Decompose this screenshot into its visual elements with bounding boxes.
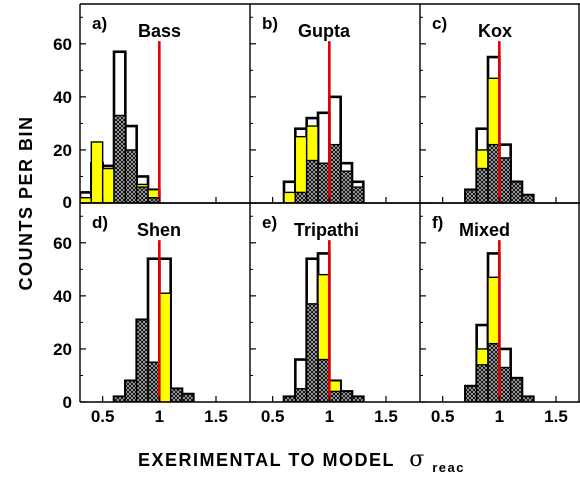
x-tick-label: 0.5 [261,407,285,426]
histogram-bar [158,292,172,402]
panel-model-name: Kox [478,21,512,41]
panel-plot-area [464,240,535,402]
y-tick-label: 0 [63,393,72,412]
panel-letter: d) [92,213,108,232]
y-tick-label: 60 [53,35,72,54]
x-axis-title: EXERIMENTAL TO MODEL σ reac [138,447,465,475]
histogram-bar [328,390,342,402]
histogram-bar [283,191,297,203]
x-tick-label: 1.5 [544,407,568,426]
histogram-bar [339,170,353,203]
histogram-bar [113,395,127,402]
panel-letter: c) [432,14,447,33]
panel-model-name: Gupta [298,21,351,41]
histogram-bar [147,196,161,203]
histogram-bar [317,358,331,402]
histogram-bar [521,194,535,203]
histogram-bar [169,388,183,402]
x-axis-title-subscript: reac [432,460,465,475]
panel-model-name: Bass [138,21,181,41]
histogram-bar [135,186,149,203]
panel-model-name: Mixed [459,220,510,240]
histogram-panel-3: 0 20 40 60 0.5 1 1.5 d) Shen [53,202,250,426]
panel-letter: a) [92,14,107,33]
histogram-bar [339,390,353,402]
histogram-panel-5: 0.5 1 1.5 f) Mixed [419,202,580,426]
panel-letter: e) [262,213,277,232]
histogram-bar [113,114,127,203]
histogram-bar [464,189,478,203]
histogram-panel-1: b) Gupta [249,3,420,204]
panel-letter: f) [432,213,443,232]
x-axis-title-text: EXERIMENTAL TO MODEL [138,450,395,470]
y-tick-label: 60 [53,234,72,253]
y-tick-label: 0 [63,193,72,212]
histogram-bar [101,167,115,203]
histogram-bar [487,342,501,402]
panel-plot-area [464,41,535,203]
histogram-bar [498,366,512,402]
x-tick-label: 1.5 [374,407,398,426]
x-tick-label: 1.5 [204,407,228,426]
x-tick-label: 0.5 [91,407,115,426]
histogram-bar [351,186,365,203]
histogram-bar [135,319,149,402]
y-axis-title: COUNTS PER BIN [16,115,36,290]
histogram-bar [328,143,342,203]
x-axis-title-symbol: σ [409,447,426,472]
y-tick-label: 20 [53,141,72,160]
y-tick-label: 20 [53,340,72,359]
histogram-panel-2: c) Kox [419,3,580,204]
histogram-bar [294,191,308,203]
x-tick-label: 1 [495,407,504,426]
histogram-bar [283,395,297,402]
histogram-bar [509,377,523,402]
histogram-bar [464,385,478,402]
panel-model-name: Tripathi [294,220,359,240]
histogram-bar [181,393,195,402]
histogram-panel-0: 0 20 40 60 a) Bass [53,3,250,212]
panel-plot-area [112,240,195,402]
histogram-bar [475,364,489,402]
y-tick-label: 40 [53,88,72,107]
histogram-bar [498,157,512,203]
panel-grid: 0 20 40 60 a) Bass b) Gupta c) Kox 0 20 40 60 0.5 1 1.5 d… [53,3,580,426]
histogram-bar [147,361,161,402]
histogram-bar [90,141,104,203]
x-tick-label: 1 [155,407,164,426]
panel-plot-area [282,240,365,402]
x-tick-label: 0.5 [431,407,455,426]
histogram-bar [475,167,489,203]
histogram-bar [521,395,535,402]
histogram-bar [305,303,319,402]
y-tick-label: 40 [53,287,72,306]
histogram-bar [509,181,523,203]
panel-plot-area [80,41,161,203]
histogram-bar [351,395,365,402]
panel-letter: b) [262,14,278,33]
histogram-bar [305,159,319,203]
histogram-bar [124,380,138,402]
histogram-bar [124,149,138,203]
histogram-panel-4: 0.5 1 1.5 e) Tripathi [249,202,420,426]
histogram-bar [80,196,93,203]
histogram-bar [487,143,501,203]
histogram-bar [317,162,331,203]
histogram-bar [294,388,308,402]
panel-model-name: Shen [137,220,181,240]
x-tick-label: 1 [325,407,334,426]
panel-plot-area [282,41,365,203]
